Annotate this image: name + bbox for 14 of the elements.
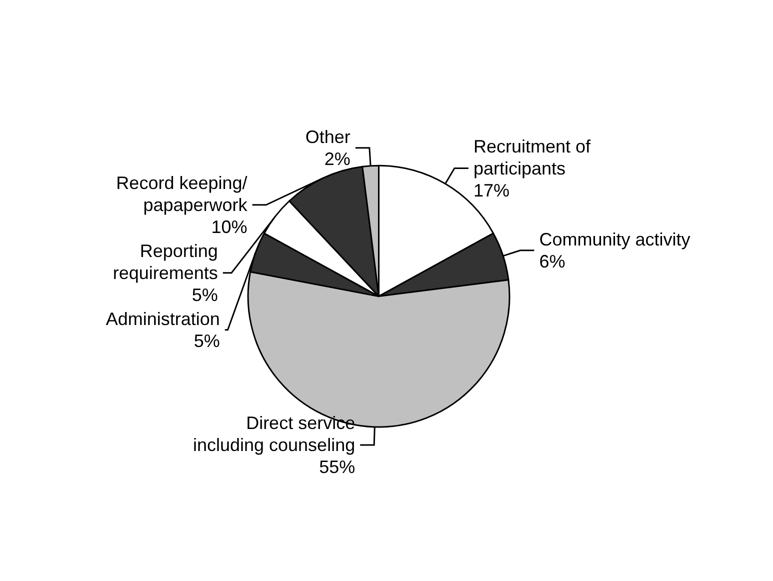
data-label: 17% [473,180,510,200]
data-label: 10% [211,216,248,237]
data-label: 2% [324,148,350,169]
data-label: 5% [192,284,218,305]
data-label: 55% [319,456,356,477]
slice-label: Administration [106,308,220,329]
slice-label: Direct service including counseling [192,412,356,455]
slice-label: Other [305,126,350,147]
slice-label: Reporting requirements [112,240,218,283]
slice-label: Recruitment of participants [473,136,592,178]
slice-label: Community activity [539,229,690,250]
data-label: 6% [539,251,566,272]
slice-label: Record keeping/ papaperwork [116,172,248,215]
data-label: 5% [194,330,220,351]
